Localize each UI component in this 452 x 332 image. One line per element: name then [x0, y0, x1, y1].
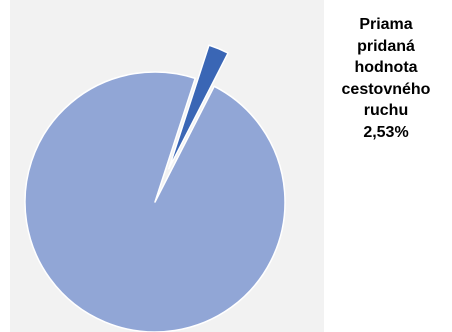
- plot-area: [10, 0, 324, 332]
- data-label-line: hodnota: [354, 59, 418, 76]
- pie-chart: [10, 0, 324, 332]
- data-label-line: cestovného: [341, 80, 431, 98]
- data-label-line: Priama: [359, 16, 413, 33]
- data-label-line: ruchu: [363, 102, 409, 119]
- pie-slice-highlighted: [168, 44, 229, 170]
- data-label-value: 2,53%: [363, 123, 409, 141]
- data-label-line: pridaná: [357, 37, 415, 55]
- slice-data-label: Priama pridaná hodnota cestovného ruchu …: [326, 14, 446, 143]
- pie-slice-main: [24, 71, 286, 332]
